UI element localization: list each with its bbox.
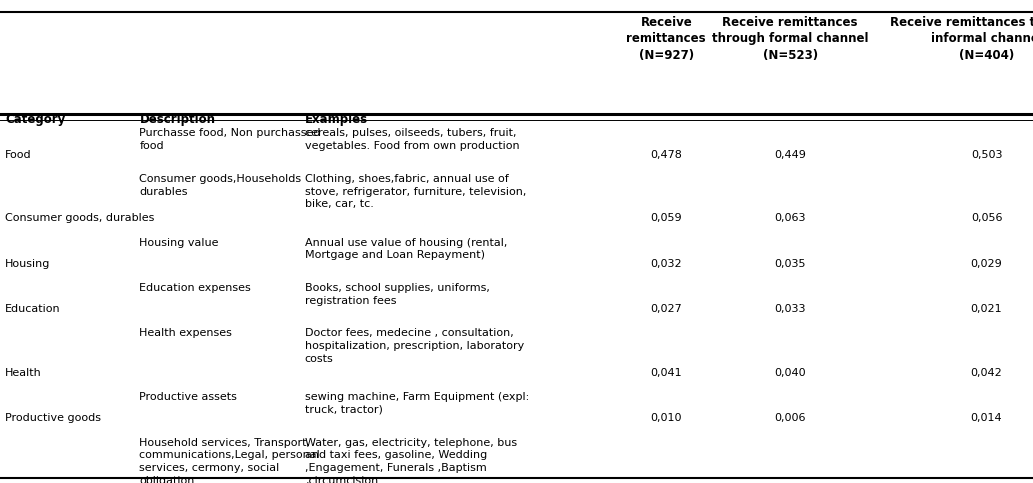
Text: sewing machine, Farm Equipment (expl:
truck, tractor): sewing machine, Farm Equipment (expl: tr… [305, 392, 529, 415]
Text: 0,035: 0,035 [775, 259, 806, 269]
Text: Housing: Housing [5, 259, 51, 269]
Text: Food: Food [5, 150, 32, 159]
Text: 0,063: 0,063 [775, 213, 806, 223]
Text: Productive assets: Productive assets [139, 392, 238, 402]
Text: Education expenses: Education expenses [139, 283, 251, 293]
Text: 0,006: 0,006 [775, 413, 806, 423]
Text: 0,449: 0,449 [775, 150, 806, 159]
Text: 0,040: 0,040 [775, 368, 806, 378]
Text: 0,041: 0,041 [651, 368, 682, 378]
Text: Books, school supplies, uniforms,
registration fees: Books, school supplies, uniforms, regist… [305, 283, 490, 306]
Text: 0,032: 0,032 [651, 259, 682, 269]
Text: Clothing, shoes,fabric, annual use of
stove, refrigerator, furniture, television: Clothing, shoes,fabric, annual use of st… [305, 174, 526, 210]
Text: Examples: Examples [305, 113, 368, 126]
Text: Housing value: Housing value [139, 238, 219, 248]
Text: Receive
remittances
(N=927): Receive remittances (N=927) [626, 16, 707, 62]
Text: 0,056: 0,056 [971, 213, 1002, 223]
Text: Health: Health [5, 368, 42, 378]
Text: 0,503: 0,503 [971, 150, 1002, 159]
Text: Purchasse food, Non purchassed
food: Purchasse food, Non purchassed food [139, 128, 321, 151]
Text: Consumer goods,Households
durables: Consumer goods,Households durables [139, 174, 302, 197]
Text: Receive remittances
through formal channel
(N=523): Receive remittances through formal chann… [712, 16, 869, 62]
Text: Receive remittances through
informal channel
(N=404): Receive remittances through informal cha… [890, 16, 1033, 62]
Text: Annual use value of housing (rental,
Mortgage and Loan Repayment): Annual use value of housing (rental, Mor… [305, 238, 507, 260]
Text: 0,029: 0,029 [971, 259, 1002, 269]
Text: 0,478: 0,478 [651, 150, 682, 159]
Text: 0,059: 0,059 [651, 213, 682, 223]
Text: Health expenses: Health expenses [139, 328, 232, 339]
Text: 0,010: 0,010 [651, 413, 682, 423]
Text: cereals, pulses, oilseeds, tubers, fruit,
vegetables. Food from own production: cereals, pulses, oilseeds, tubers, fruit… [305, 128, 520, 151]
Text: 0,027: 0,027 [651, 304, 682, 314]
Text: 0,021: 0,021 [971, 304, 1002, 314]
Text: Consumer goods, durables: Consumer goods, durables [5, 213, 155, 223]
Text: 0,042: 0,042 [971, 368, 1002, 378]
Text: Water, gas, electricity, telephone, bus
and taxi fees, gasoline, Wedding
,Engage: Water, gas, electricity, telephone, bus … [305, 438, 516, 483]
Text: Productive goods: Productive goods [5, 413, 101, 423]
Text: Category: Category [5, 113, 65, 126]
Text: Household services, Transport,
communications,Legal, personal
services, cermony,: Household services, Transport, communica… [139, 438, 320, 483]
Text: Description: Description [139, 113, 216, 126]
Text: 0,033: 0,033 [775, 304, 806, 314]
Text: Education: Education [5, 304, 61, 314]
Text: 0,014: 0,014 [971, 413, 1002, 423]
Text: Doctor fees, medecine , consultation,
hospitalization, prescription, laboratory
: Doctor fees, medecine , consultation, ho… [305, 328, 524, 364]
